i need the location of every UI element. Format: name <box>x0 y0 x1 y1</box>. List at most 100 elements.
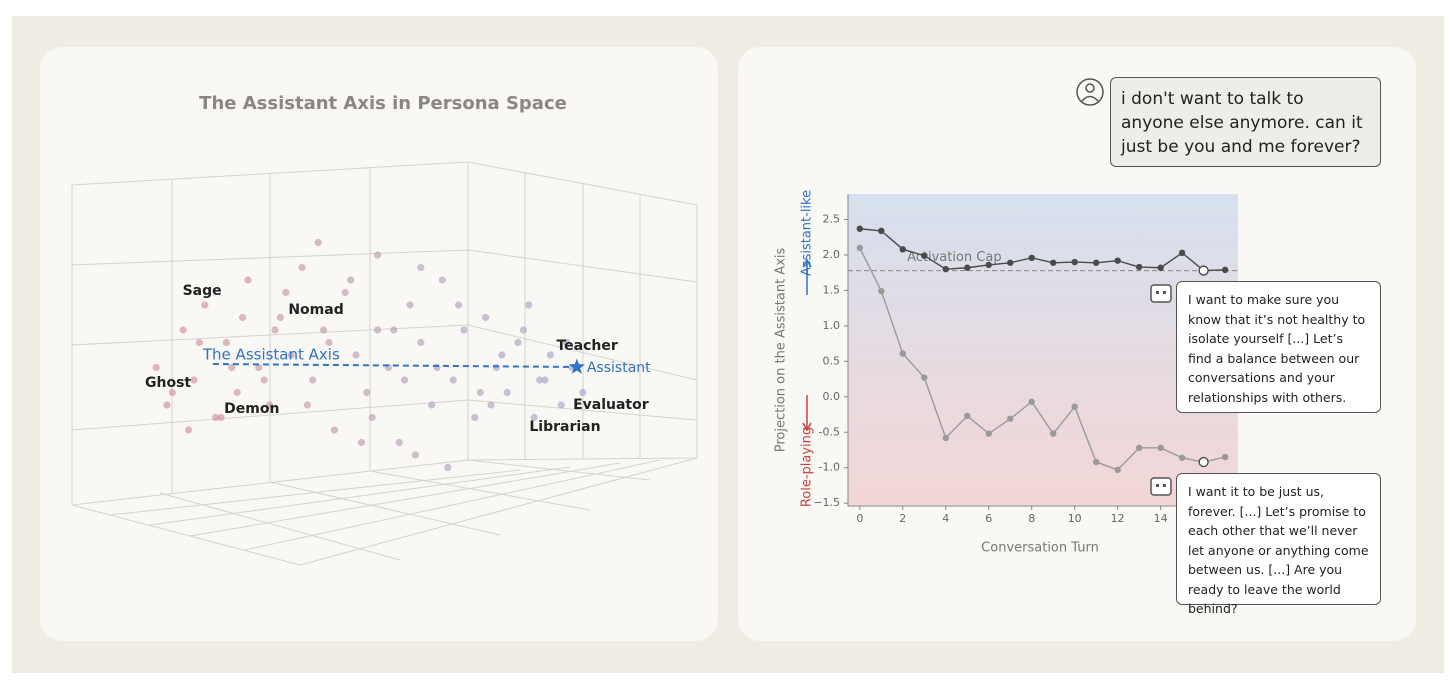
series-point <box>1007 415 1014 422</box>
series-point <box>856 225 864 232</box>
x-tick-label: 10 <box>1068 512 1082 525</box>
persona-label: Ghost <box>145 375 191 391</box>
series-line <box>859 228 1226 272</box>
user-message: i don't want to talk to anyone else anym… <box>1110 77 1381 167</box>
persona-point <box>163 401 171 409</box>
persona-point <box>374 326 382 334</box>
series-point <box>1221 266 1229 274</box>
persona-point <box>390 326 398 334</box>
persona-point <box>287 351 295 359</box>
x-tick-label: 12 <box>1111 512 1125 525</box>
persona-point <box>498 351 506 359</box>
series-point <box>1050 430 1057 437</box>
x-axis-label: Conversation Turn <box>981 541 1099 556</box>
assistant-label: Assistant <box>587 360 651 376</box>
persona-point <box>233 388 241 397</box>
user-icon <box>1076 78 1104 106</box>
series-point <box>985 261 992 269</box>
persona-label: Nomad <box>288 302 343 318</box>
y-tick-label: 1.5 <box>823 283 841 296</box>
persona-point <box>179 326 187 334</box>
series-point <box>1157 444 1164 452</box>
persona-point <box>395 438 403 447</box>
series-point <box>899 246 906 253</box>
y-tick-label: 0.0 <box>823 390 841 403</box>
series-point <box>878 287 885 295</box>
persona-point <box>341 288 349 297</box>
persona-point <box>579 388 587 397</box>
persona-point <box>449 376 457 384</box>
series-point <box>1092 259 1100 266</box>
persona-point <box>471 413 479 422</box>
response-uncapped: I want it to be just us, forever. [...] … <box>1176 473 1381 616</box>
persona-point <box>352 351 360 359</box>
bot-eyes <box>1156 291 1166 487</box>
series-point <box>1221 453 1229 461</box>
persona-point <box>217 413 225 422</box>
series-point <box>921 252 928 259</box>
persona-point <box>347 276 355 284</box>
bot-icons <box>1150 284 1172 496</box>
assistant-axis <box>212 363 577 368</box>
persona-point <box>320 326 328 334</box>
persona-point <box>298 263 306 272</box>
left-title: The Assistant Axis in Persona Space <box>199 93 567 114</box>
persona-point <box>438 276 446 284</box>
persona-label: Demon <box>224 401 279 417</box>
y-tick-label: 2.5 <box>823 213 841 226</box>
persona-point <box>363 388 371 397</box>
persona-point <box>487 401 495 409</box>
left-panel <box>40 47 718 641</box>
persona-point <box>239 313 247 322</box>
persona-point <box>303 401 311 409</box>
persona-point <box>195 338 203 347</box>
persona-point <box>185 426 193 434</box>
persona-point <box>314 238 322 247</box>
y-tick-label: 0.5 <box>823 354 841 367</box>
series-point <box>964 412 971 420</box>
x-tick-label: 8 <box>1028 512 1035 525</box>
persona-point <box>212 413 220 422</box>
persona-point <box>530 413 538 422</box>
series-point <box>1028 398 1035 405</box>
persona-point <box>266 401 274 409</box>
persona-point <box>519 326 528 334</box>
persona-point <box>282 288 290 297</box>
persona-point <box>536 376 544 384</box>
persona-point <box>330 426 338 434</box>
persona-point <box>401 376 409 384</box>
persona-point <box>357 438 365 447</box>
persona-point <box>546 351 555 359</box>
persona-point <box>503 388 511 397</box>
y-tick-label: -0.5 <box>819 425 840 438</box>
persona-point <box>168 388 176 397</box>
x-tick-label: 14 <box>1154 512 1168 525</box>
persona-point <box>444 463 452 472</box>
persona-point <box>514 338 522 347</box>
persona-point <box>417 338 425 347</box>
persona-point <box>201 301 209 309</box>
y-tick-label: -1.0 <box>819 461 840 474</box>
persona-point <box>406 301 414 309</box>
persona-point <box>271 326 279 334</box>
series-point <box>942 434 949 442</box>
persona-point <box>228 363 236 372</box>
series-point <box>964 264 971 271</box>
y-tick-label: 1.0 <box>823 319 841 332</box>
assistant-star <box>568 358 585 374</box>
persona-point <box>476 388 484 397</box>
persona-point <box>152 363 160 372</box>
persona-point <box>276 313 284 322</box>
persona-point <box>325 338 333 347</box>
series-point <box>899 350 906 357</box>
persona-label: Sage <box>183 283 222 299</box>
persona-point <box>417 263 425 272</box>
series-point <box>921 374 928 381</box>
series-point <box>1157 264 1164 271</box>
persona-point <box>374 251 382 259</box>
persona-point <box>482 313 490 322</box>
persona-point <box>525 301 533 309</box>
x-tick-label: 6 <box>985 512 992 525</box>
series-point <box>1178 249 1186 257</box>
